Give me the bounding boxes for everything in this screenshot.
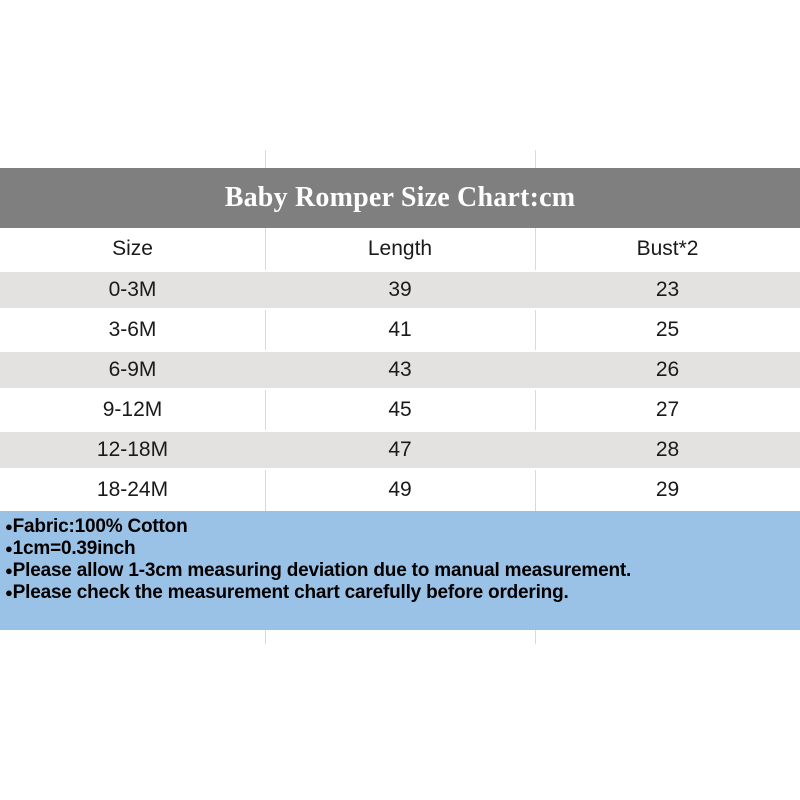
cell-size: 6-9M (108, 358, 157, 381)
cell-bust: 29 (655, 478, 680, 501)
table-row: 3-6M 41 25 (0, 310, 800, 350)
size-table: Size Length Bust*2 0-3M 39 23 3-6M 41 25… (0, 228, 800, 510)
cell-length: 45 (388, 398, 412, 421)
cell-size: 9-12M (102, 398, 163, 421)
bullet-icon: ● (5, 519, 13, 534)
cell-size: 3-6M (108, 318, 157, 341)
cell-length: 43 (388, 358, 412, 381)
cell-length: 49 (388, 478, 412, 501)
note-text: Please check the measurement chart caref… (12, 582, 569, 603)
bullet-icon: ● (5, 563, 13, 578)
table-header-row: Size Length Bust*2 (0, 228, 800, 270)
cell-bust: 23 (655, 278, 680, 301)
cell-bust: 26 (655, 358, 680, 381)
cell-bust: 28 (655, 438, 680, 461)
table-row: 9-12M 45 27 (0, 390, 800, 430)
column-header-length: Length (367, 237, 433, 260)
bullet-icon: ● (5, 585, 13, 600)
note-unit-conversion: ●1cm=0.39inch (5, 538, 794, 560)
column-divider-line (535, 150, 536, 644)
table-row: 0-3M 39 23 (0, 270, 800, 310)
column-divider-line (265, 150, 266, 644)
note-text: Please allow 1-3cm measuring deviation d… (12, 560, 632, 581)
cell-bust: 25 (655, 318, 680, 341)
column-header-size: Size (112, 237, 153, 260)
table-row: 12-18M 47 28 (0, 430, 800, 470)
note-text: 1cm=0.39inch (12, 538, 136, 559)
cell-length: 47 (388, 438, 412, 461)
title-banner: Baby Romper Size Chart:cm (0, 168, 800, 228)
cell-size: 12-18M (96, 438, 169, 461)
column-header-bust: Bust*2 (636, 237, 699, 260)
table-row: 18-24M 49 29 (0, 470, 800, 510)
note-check-chart: ●Please check the measurement chart care… (5, 582, 794, 604)
note-fabric: ●Fabric:100% Cotton (5, 516, 794, 538)
notes-panel: ●Fabric:100% Cotton ●1cm=0.39inch ●Pleas… (0, 511, 800, 630)
cell-bust: 27 (655, 398, 680, 421)
cell-size: 0-3M (108, 278, 157, 301)
cell-length: 39 (388, 278, 412, 301)
cell-size: 18-24M (96, 478, 169, 501)
note-deviation: ●Please allow 1-3cm measuring deviation … (5, 560, 794, 582)
table-row: 6-9M 43 26 (0, 350, 800, 390)
cell-length: 41 (388, 318, 412, 341)
bullet-icon: ● (5, 541, 13, 556)
note-text: Fabric:100% Cotton (12, 516, 188, 537)
chart-title: Baby Romper Size Chart:cm (224, 182, 576, 213)
